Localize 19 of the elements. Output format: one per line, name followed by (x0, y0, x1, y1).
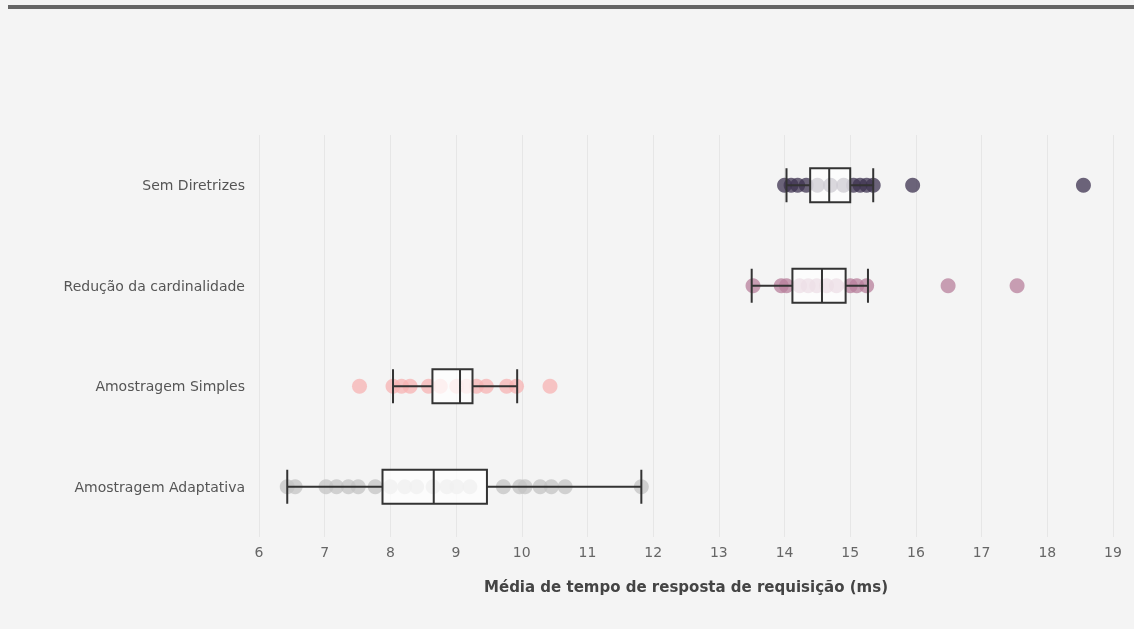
x-tick-label: 17 (972, 544, 991, 560)
y-tick-label: Amostragem Adaptativa (74, 478, 245, 495)
x-tick-label: 7 (320, 544, 330, 560)
x-tick-label: 10 (512, 544, 531, 560)
x-tick-label: 18 (1038, 544, 1057, 560)
x-tick-label: 11 (578, 544, 597, 560)
y-tick-label: Redução da cardinalidade (63, 277, 245, 294)
x-tick-label: 8 (385, 544, 395, 560)
x-tick-label: 19 (1104, 544, 1122, 560)
y-tick-label: Amostragem Simples (95, 378, 245, 395)
x-tick-label: 9 (451, 544, 461, 560)
x-tick-label: 12 (644, 544, 663, 560)
x-tick-label: 13 (709, 544, 728, 560)
x-axis-title: Média de tempo de resposta de requisição (ms) (484, 577, 888, 596)
x-tick-label: 15 (841, 544, 860, 560)
y-tick-label: Sem Diretrizes (142, 177, 245, 194)
x-tick-label: 16 (907, 544, 925, 560)
x-tick-label: 6 (254, 544, 264, 560)
x-tick-label: 14 (775, 544, 794, 560)
